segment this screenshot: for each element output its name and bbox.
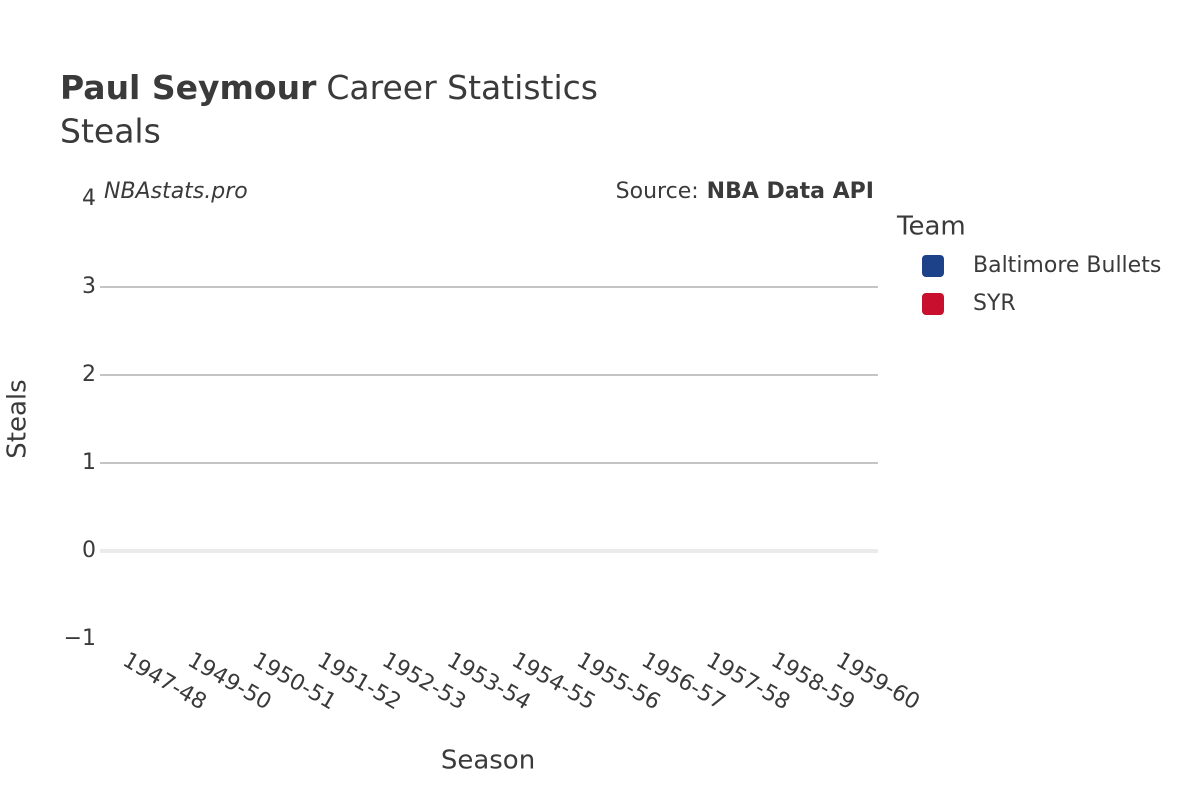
y-tick-label: −1: [64, 626, 96, 651]
y-tick-label: 2: [82, 362, 96, 387]
y-tick-label: 1: [82, 450, 96, 475]
source-label: Source:: [616, 179, 699, 204]
y-tick-label: 3: [82, 274, 96, 299]
site-annotation: NBAstats.pro: [104, 179, 248, 204]
legend-swatch: [922, 293, 944, 315]
source-annotation: Source: NBA Data API: [616, 179, 874, 204]
y-axis-label: Steals: [3, 379, 33, 458]
legend-title: Team: [896, 212, 966, 242]
legend-label: SYR: [973, 291, 1016, 316]
y-tick-label: 4: [82, 186, 96, 211]
title-player: Paul Seymour: [60, 68, 317, 107]
legend-swatch: [922, 255, 944, 277]
title-rest: Career Statistics: [326, 68, 598, 107]
chart-title: Paul Seymour Career Statistics: [60, 68, 598, 107]
y-tick-label: 0: [82, 538, 96, 563]
chart-subtitle: Steals: [60, 112, 161, 151]
legend-label: Baltimore Bullets: [973, 253, 1161, 278]
x-axis-label: Season: [441, 746, 535, 776]
source-name: NBA Data API: [707, 179, 874, 204]
